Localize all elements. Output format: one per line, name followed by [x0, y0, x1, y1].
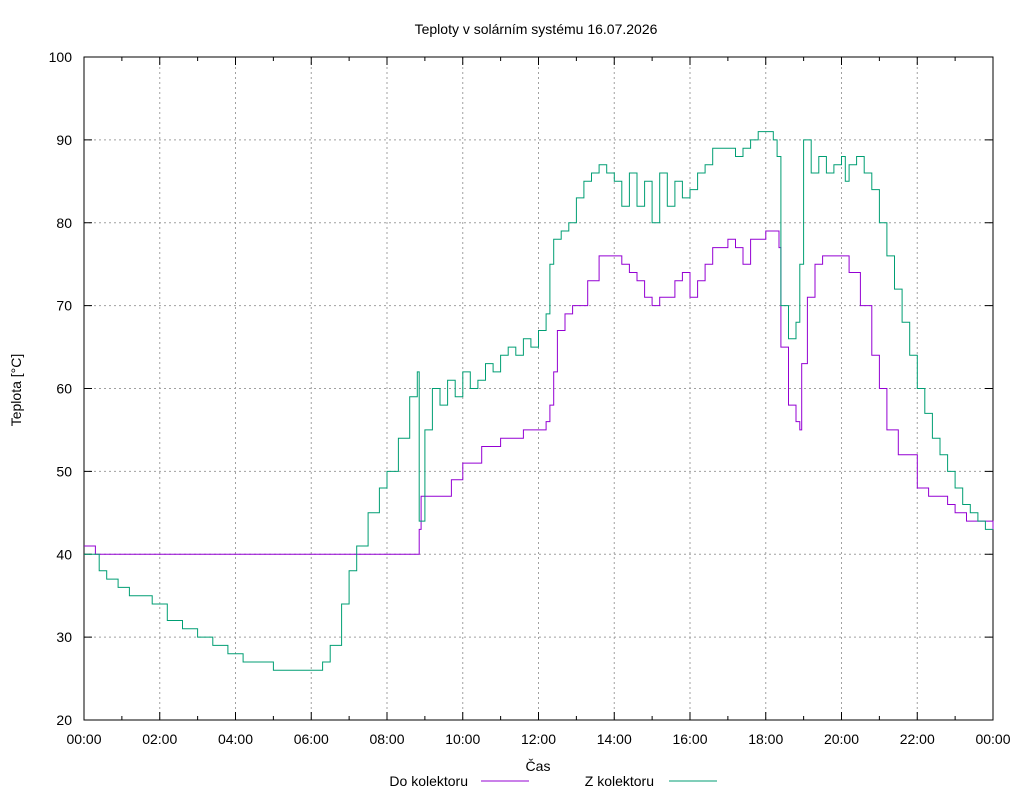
x-tick-label: 00:00 [975, 731, 1010, 747]
legend-label-1: Do kolektoru [389, 773, 468, 789]
x-tick-label: 22:00 [900, 731, 935, 747]
series-line-1 [84, 230, 994, 555]
y-tick-label: 70 [56, 298, 72, 314]
x-tick-label: 14:00 [597, 731, 632, 747]
x-tick-label: 10:00 [445, 731, 480, 747]
axis-ticks: 00:00 02:00 04:00 06:00 08:00 10:00 12:00 14:00… [49, 49, 1011, 747]
x-tick-label: 20:00 [824, 731, 859, 747]
y-tick-label: 20 [56, 712, 72, 728]
x-tick-label: 02:00 [142, 731, 177, 747]
y-tick-label: 100 [49, 49, 73, 65]
x-tick-label: 08:00 [369, 731, 404, 747]
legend-label-2: Z kolektoru [585, 773, 654, 789]
chart-title: Teploty v solárním systému 16.07.2026 [415, 21, 658, 37]
y-tick-label: 30 [56, 629, 72, 645]
legend: Do kolektoru Z kolektoru [389, 773, 717, 789]
series-layer [84, 131, 994, 671]
x-tick-label: 06:00 [294, 731, 329, 747]
x-tick-label: 18:00 [748, 731, 783, 747]
grid [84, 57, 993, 720]
y-axis-label: Teplota [°C] [8, 354, 24, 427]
x-tick-label: 04:00 [218, 731, 253, 747]
x-tick-label: 12:00 [521, 731, 556, 747]
y-tick-label: 80 [56, 215, 72, 231]
x-tick-label: 16:00 [672, 731, 707, 747]
series-line-2 [84, 131, 993, 671]
y-tick-label: 60 [56, 381, 72, 397]
y-tick-label: 90 [56, 132, 72, 148]
x-tick-label: 00:00 [66, 731, 101, 747]
y-tick-label: 40 [56, 546, 72, 562]
y-tick-label: 50 [56, 463, 72, 479]
x-axis-label: Čas [526, 758, 551, 774]
